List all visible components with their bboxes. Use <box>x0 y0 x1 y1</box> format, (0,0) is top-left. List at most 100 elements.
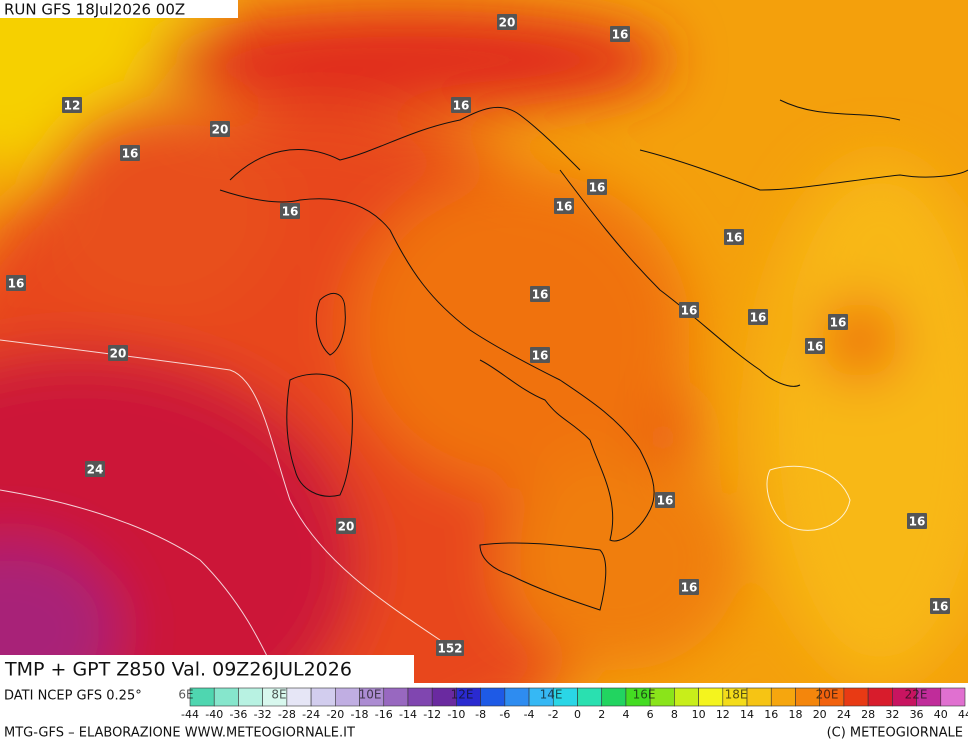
contour-label: 16 <box>532 288 549 302</box>
contour-label: 16 <box>8 277 25 291</box>
contour-label-box <box>280 203 300 219</box>
contour-label: 16 <box>681 304 698 318</box>
contour-label: 16 <box>532 349 549 363</box>
contour-label-box <box>655 492 675 508</box>
contour-label-box <box>497 14 517 30</box>
contour-label-box <box>6 275 26 291</box>
legend-level: 44 <box>958 708 968 721</box>
legend-swatch <box>213 687 239 707</box>
data-source: DATI NCEP GFS 0.25° <box>4 689 142 704</box>
legend-level: 28 <box>861 708 875 721</box>
legend-swatch <box>940 687 966 707</box>
legend-swatch <box>601 687 627 707</box>
legend-swatch <box>698 687 724 707</box>
contour-labels: 20 16 12 20 16 16 16 16 16 16 16 16 16 16 16 16 20 16 24 16… <box>6 14 950 656</box>
legend-swatch <box>504 687 530 707</box>
legend-level: 8 <box>671 708 678 721</box>
legend-swatch <box>746 687 772 707</box>
legend-level: 32 <box>885 708 899 721</box>
contour-label-box <box>451 97 471 113</box>
legend-swatch <box>310 687 336 707</box>
contour-label: 24 <box>87 463 104 477</box>
legend-level: 24 <box>837 708 851 721</box>
contour-label: 16 <box>807 340 824 354</box>
longitude-label: 22E <box>905 688 928 702</box>
contour-label: 16 <box>556 200 573 214</box>
legend-level: 18 <box>788 708 802 721</box>
legend-swatch <box>335 687 360 707</box>
contour-label: 16 <box>681 581 698 595</box>
contour-label-box <box>679 302 699 318</box>
legend-level: -8 <box>475 708 486 721</box>
contour-label: 16 <box>932 600 949 614</box>
contour-label: 16 <box>122 147 139 161</box>
contour-label: 16 <box>612 28 629 42</box>
legend-level: -6 <box>499 708 510 721</box>
contour-label-box <box>724 229 744 245</box>
legend-swatch <box>867 687 893 707</box>
legend-swatch <box>843 687 869 707</box>
contour-label: 20 <box>499 16 516 30</box>
longitude-label: 20E <box>816 688 839 702</box>
legend-level: 16 <box>764 708 778 721</box>
contour-label-box <box>210 121 230 137</box>
contour-label: 16 <box>830 316 847 330</box>
contour-label: 16 <box>909 515 926 529</box>
longitude-label: 14E <box>540 688 563 702</box>
longitude-label: 6E <box>178 688 193 702</box>
legend-level: -36 <box>229 708 247 721</box>
legend-level: 36 <box>910 708 924 721</box>
contour-label: 20 <box>212 123 229 137</box>
contour-label-box <box>530 347 550 363</box>
legend-level: -16 <box>375 708 393 721</box>
contour-label: 16 <box>589 181 606 195</box>
legend-level: -44 <box>181 708 199 721</box>
contour-label-box <box>679 579 699 595</box>
contour-label: 152 <box>437 642 462 656</box>
legend-level: 12 <box>716 708 730 721</box>
contour-label-box <box>805 338 825 354</box>
legend-level: -20 <box>326 708 344 721</box>
legend-swatch <box>480 687 506 707</box>
legend-level: 0 <box>574 708 581 721</box>
legend-swatch <box>286 687 312 707</box>
contour-label: 16 <box>726 231 743 245</box>
contour-label-box <box>336 518 356 534</box>
contour-label: 16 <box>282 205 299 219</box>
legend-level: -10 <box>447 708 465 721</box>
legend-level: -14 <box>399 708 417 721</box>
contour-label-box <box>610 26 630 42</box>
contour-label-box <box>907 513 927 529</box>
caption-box <box>0 655 414 683</box>
legend-level: 40 <box>934 708 948 721</box>
legend-swatch <box>383 687 409 707</box>
legend-level: -24 <box>302 708 320 721</box>
contour-label: 12 <box>64 99 81 113</box>
legend-level: 4 <box>622 708 629 721</box>
contour-label-box <box>554 198 574 214</box>
contour-label-box <box>930 598 950 614</box>
run-title: RUN GFS 18Jul2026 00Z <box>4 1 185 19</box>
legend-swatch <box>407 687 433 707</box>
legend-level: 10 <box>692 708 706 721</box>
legend-swatch <box>238 687 263 707</box>
contour-label-box <box>530 286 550 302</box>
contour-label-box <box>748 309 768 325</box>
contour-label: 16 <box>750 311 767 325</box>
legend-swatch <box>189 687 215 707</box>
contour-label-box <box>62 97 82 113</box>
legend-level: -4 <box>524 708 535 721</box>
contour-label-box <box>587 179 607 195</box>
footer-left: MTG-GFS – ELABORAZIONE WWW.METEOGIORNALE… <box>4 726 355 741</box>
contour-label: 20 <box>110 347 127 361</box>
contour-label-box <box>828 314 848 330</box>
contour-label-box <box>85 461 105 477</box>
longitude-label: 12E <box>451 688 474 702</box>
legend-level: -40 <box>205 708 223 721</box>
run-box <box>0 0 238 18</box>
color-legend: -44 -40 -36 -32 -28 -24 -20 -18 -16 -14 -12 -10 -8 -6… <box>178 688 968 722</box>
legend-level: -18 <box>351 708 369 721</box>
legend-level: 20 <box>813 708 827 721</box>
